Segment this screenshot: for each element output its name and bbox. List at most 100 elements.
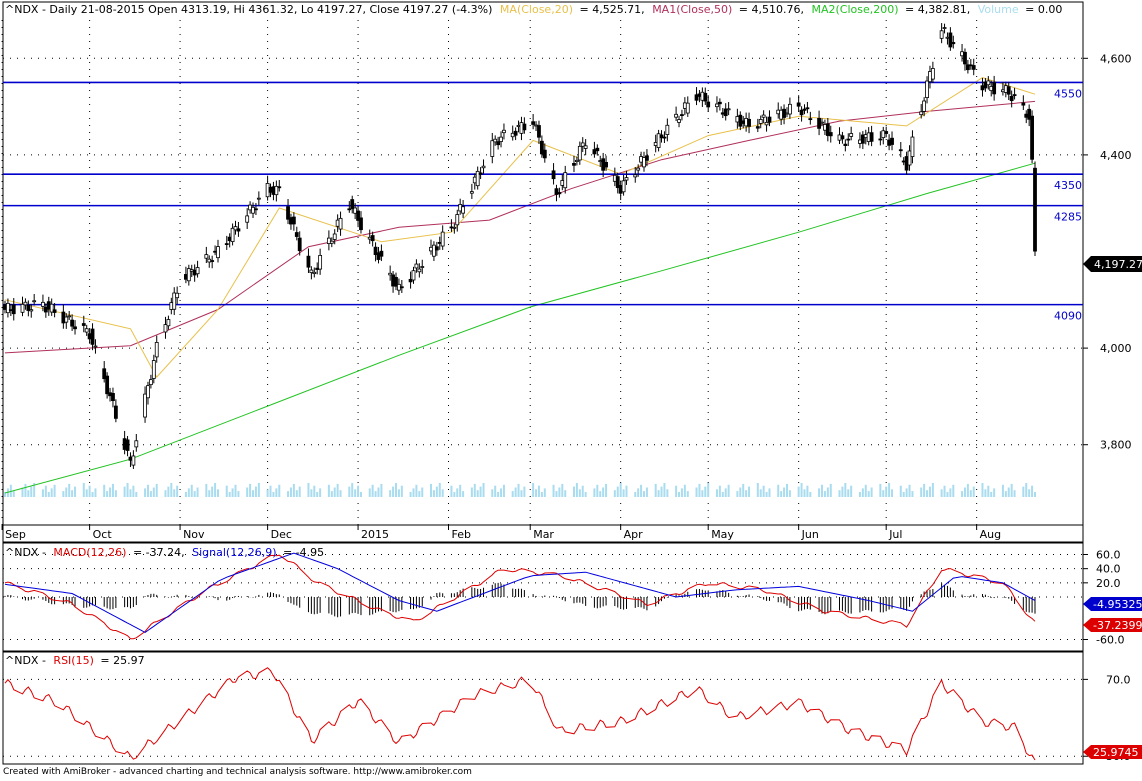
volume-bar <box>91 492 94 497</box>
volume-bar <box>558 487 561 497</box>
candle-body <box>125 439 130 451</box>
last-signal-marker: -4.95325 <box>1083 597 1142 611</box>
volume-bar <box>30 486 33 497</box>
volume-bar <box>707 483 710 497</box>
volume-bar <box>228 492 231 497</box>
volume-bar <box>555 491 558 497</box>
volume-bar <box>502 484 505 497</box>
volume-bar <box>27 490 30 497</box>
volume-bar <box>295 490 298 497</box>
volume-bar <box>777 484 780 497</box>
candle-body <box>286 206 290 220</box>
candle-body <box>860 134 865 144</box>
volume-bar <box>858 492 861 497</box>
volume-bar <box>190 484 193 497</box>
volume-bar <box>74 486 77 497</box>
volume-bar <box>459 484 462 497</box>
candle-body <box>537 125 541 138</box>
candle-body <box>645 155 649 161</box>
candle-body <box>580 142 585 147</box>
x-tick-label: Aug <box>980 528 1001 541</box>
candle-body <box>224 243 229 245</box>
volume-bar <box>584 492 587 497</box>
volume-bar <box>704 486 707 497</box>
volume-bar <box>377 487 380 497</box>
volume-bar <box>820 484 823 497</box>
candle-body <box>29 309 34 312</box>
volume-bar <box>479 486 482 497</box>
volume-bar <box>132 485 135 497</box>
volume-bar <box>514 487 517 497</box>
volume-bar <box>768 488 771 497</box>
candle-body <box>1006 86 1011 95</box>
volume-bar <box>155 483 158 497</box>
candle-body <box>499 136 503 142</box>
volume-bar <box>272 492 275 497</box>
candle-body <box>656 133 661 148</box>
candle-body <box>399 286 404 289</box>
candle-body <box>236 228 241 232</box>
volume-bar <box>867 491 870 497</box>
volume-bar <box>1004 491 1007 497</box>
candle-body <box>67 315 72 318</box>
volume-bar <box>1001 484 1004 497</box>
ma-close-20-line <box>4 77 1036 378</box>
candle-body <box>294 232 299 237</box>
volume-bar <box>724 488 727 497</box>
volume-bar <box>683 484 686 497</box>
volume-bar <box>176 485 179 497</box>
x-tick-label: Dec <box>271 528 292 541</box>
volume-bar <box>167 486 170 497</box>
candle-body <box>370 235 375 242</box>
volume-bar <box>966 483 969 497</box>
volume-bar <box>666 489 669 497</box>
candle-body <box>788 103 792 115</box>
volume-bar <box>990 492 993 497</box>
x-tick-label: Mar <box>533 528 554 541</box>
volume-bar <box>634 492 637 497</box>
candle-body <box>312 271 317 274</box>
candle-body <box>843 143 848 146</box>
volume-bar <box>397 489 400 497</box>
volume-bar <box>785 483 788 497</box>
volume-bar <box>298 486 301 497</box>
candle-body <box>254 208 258 211</box>
candle-body <box>825 123 830 136</box>
volume-bar <box>50 488 53 497</box>
volume-bar <box>818 488 821 497</box>
volume-bar <box>482 483 485 497</box>
candle-body <box>373 246 378 256</box>
volume-bar <box>249 483 252 497</box>
volume-bar <box>237 491 240 497</box>
volume-bar <box>841 486 844 497</box>
candle-body <box>379 250 384 257</box>
volume-bar <box>254 486 257 497</box>
volume-bar <box>899 485 902 497</box>
volume-bar <box>24 483 27 497</box>
volume-bar <box>800 483 803 497</box>
candle-body <box>604 162 608 168</box>
candle-body <box>531 121 536 125</box>
candle-body <box>493 138 498 143</box>
candle-body <box>659 134 664 139</box>
candle-body <box>925 80 929 98</box>
volume-bar <box>637 488 640 497</box>
candle-body <box>971 65 976 70</box>
volume-bar <box>952 484 955 497</box>
volume-bar <box>613 490 616 497</box>
volume-bar <box>371 484 374 497</box>
candle-body <box>685 102 690 114</box>
volume-bar <box>292 483 295 497</box>
x-tick-label: May <box>711 528 734 541</box>
volume-bar <box>41 489 44 497</box>
candle-body <box>574 159 579 162</box>
candle-body <box>633 174 638 178</box>
volume-bar <box>234 484 237 497</box>
volume-bar <box>675 485 678 497</box>
volume-bar <box>421 487 424 497</box>
candle-body <box>930 68 935 80</box>
candle-body <box>81 323 86 326</box>
macd-tick-label: 60.0 <box>1096 549 1121 562</box>
candle-body <box>105 375 110 395</box>
candle-body <box>992 82 997 95</box>
